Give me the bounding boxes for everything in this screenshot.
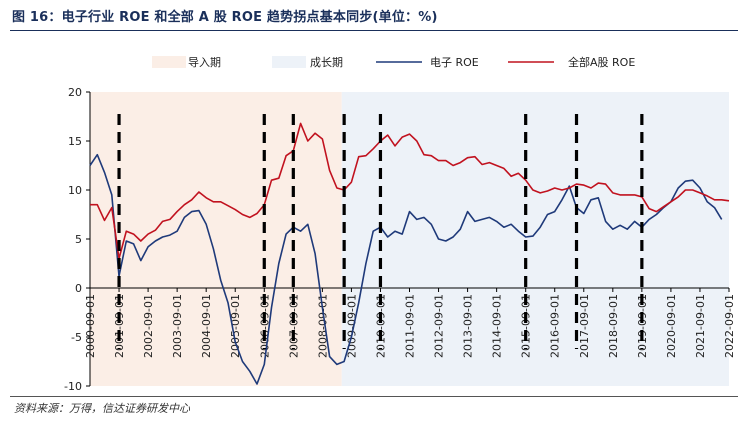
x-tick-label: 2003-09-01 <box>171 294 184 358</box>
x-tick-label: 2004-09-01 <box>200 294 213 358</box>
legend-label: 成长期 <box>310 56 343 69</box>
x-tick-label: 2008-09-01 <box>316 294 329 358</box>
legend-swatch <box>272 56 306 68</box>
x-tick-label: 2006-09-01 <box>258 294 271 358</box>
x-tick-label: 2021-09-01 <box>694 294 707 358</box>
band-guide <box>90 92 342 386</box>
turning-point-markers <box>117 114 644 349</box>
x-tick-label: 2010-09-01 <box>374 294 387 358</box>
x-tick-label: 2000-09-01 <box>84 294 97 358</box>
x-tick-label: 2005-09-01 <box>229 294 242 358</box>
x-tick-label: 2011-09-01 <box>404 294 417 358</box>
title-divider <box>10 30 738 31</box>
x-tick-label: 2009-09-01 <box>345 294 358 358</box>
y-tick-label: 5 <box>75 233 82 246</box>
chart-title: 图 16：电子行业 ROE 和全部 A 股 ROE 趋势拐点基本同步(单位：%) <box>12 10 438 25</box>
period-bands <box>90 92 729 386</box>
legend-label: 全部A股 ROE <box>568 55 635 69</box>
chart-axes: -10 -5 0 5 10 15 20 2000-09-01 2001-09-01 2002-09… <box>64 86 736 393</box>
chart-series <box>89 122 730 385</box>
legend-label: 电子 ROE <box>430 56 479 69</box>
y-tick-label: 15 <box>68 135 82 148</box>
x-tick-label: 2014-09-01 <box>491 294 504 358</box>
y-tick-label: -5 <box>71 331 82 344</box>
legend-swatch <box>152 56 186 68</box>
x-tick-label: 2022-09-01 <box>723 294 736 358</box>
series-line-all-a-roe <box>90 122 730 260</box>
series-line-electronics-roe <box>89 153 723 385</box>
x-tick-label: 2013-09-01 <box>462 294 475 358</box>
legend-label: 导入期 <box>188 56 221 69</box>
x-tick-label: 2017-09-01 <box>578 294 591 358</box>
y-tick-label: 20 <box>68 86 82 99</box>
y-tick-label: 10 <box>68 184 82 197</box>
x-tick-label: 2002-09-01 <box>142 294 155 358</box>
x-tick-label: 2012-09-01 <box>433 294 446 358</box>
y-tick-label: 0 <box>75 282 82 295</box>
x-tick-label: 2015-09-01 <box>520 294 533 358</box>
x-tick-label: 2020-09-01 <box>665 294 678 358</box>
y-tick-label: -10 <box>64 380 82 393</box>
band-growth <box>341 92 729 386</box>
chart-legend: 导入期 成长期 电子 ROE 全部A股 ROE <box>152 55 635 69</box>
x-tick-label: 2007-09-01 <box>287 294 300 358</box>
x-tick-label: 2019-09-01 <box>636 294 649 358</box>
x-tick-label: 2016-09-01 <box>549 294 562 358</box>
x-tick-label: 2018-09-01 <box>607 294 620 358</box>
footer-divider <box>10 396 738 397</box>
source-note: 资料来源：万得，信达证券研发中心 <box>14 402 190 415</box>
x-tick-label: 2001-09-01 <box>113 294 126 358</box>
